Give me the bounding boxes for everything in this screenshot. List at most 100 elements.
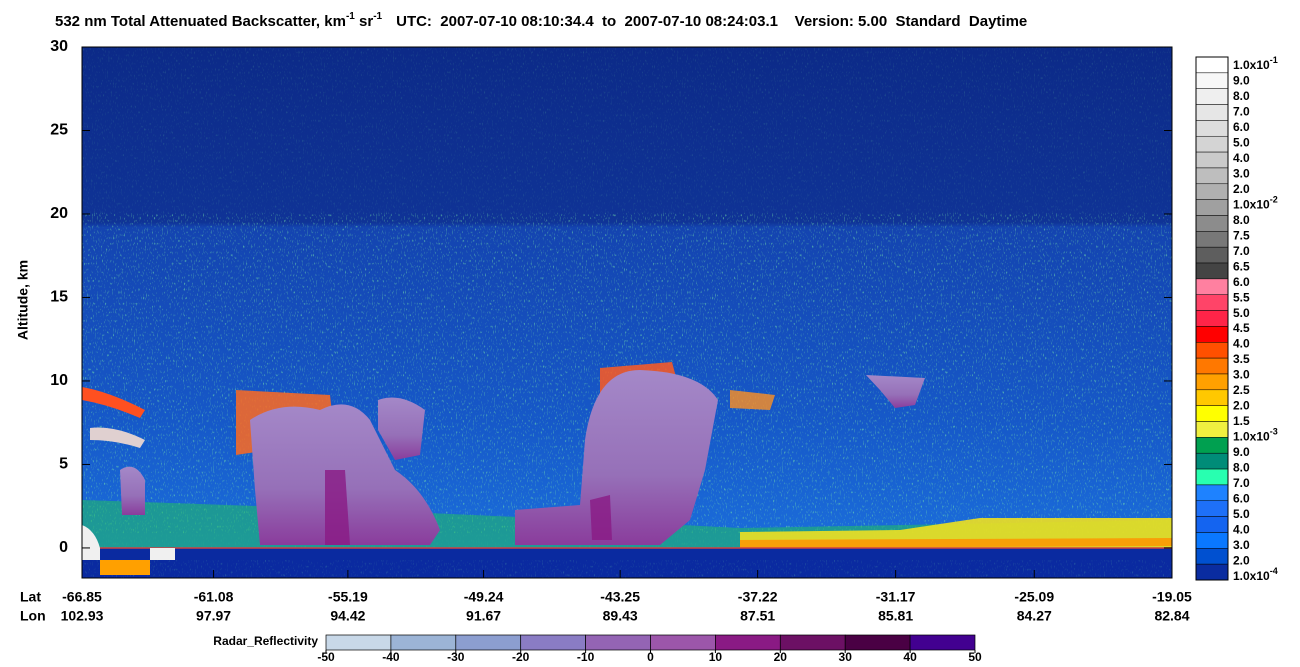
radar-colorbar-segment xyxy=(455,634,522,651)
colorbar-segment xyxy=(1195,231,1229,248)
colorbar-label: 4.0 xyxy=(1233,523,1250,537)
radar-colorbar-tick-label: -20 xyxy=(512,650,530,664)
colorbar-segment xyxy=(1195,452,1229,470)
colorbar-label-text: 5.0 xyxy=(1233,136,1250,150)
title-part: sr xyxy=(355,13,374,30)
colorbar-segment xyxy=(1195,437,1229,454)
noise xyxy=(82,560,1172,578)
radar-cloud xyxy=(120,466,145,515)
colorbar-segment xyxy=(1195,326,1229,343)
x-tick-label: -66.85 xyxy=(62,589,102,605)
colorbar-segment xyxy=(1195,532,1229,549)
colorbar-label-text: 6.0 xyxy=(1233,120,1250,134)
colorbar-segment xyxy=(1195,167,1229,185)
colorbar-label: 8.0 xyxy=(1233,213,1250,227)
colorbar-label-text: 7.5 xyxy=(1233,229,1250,243)
colorbar-label: 7.5 xyxy=(1233,229,1250,243)
plot-frame xyxy=(81,46,1173,579)
colorbar-label-text: 1.5 xyxy=(1233,414,1250,428)
colorbar-segment xyxy=(1195,357,1229,375)
colorbar-label: 3.0 xyxy=(1233,538,1250,552)
colorbar-segment xyxy=(1195,310,1229,327)
radar-core xyxy=(325,470,350,545)
colorbar-label-text: 2.5 xyxy=(1233,383,1250,397)
radar-colorbar-tick-label: 30 xyxy=(839,650,853,664)
colorbar-label: 7.0 xyxy=(1233,476,1250,490)
y-tick-label: 25 xyxy=(50,122,68,139)
x-tick-label: -61.08 xyxy=(194,589,234,605)
colorbar-label-text: 5.5 xyxy=(1233,290,1250,304)
colorbar-segment xyxy=(1195,342,1229,359)
colorbar-label-exponent: -4 xyxy=(1270,566,1278,576)
colorbar-label: 9.0 xyxy=(1233,74,1250,88)
y-tick-label: 5 xyxy=(59,456,68,473)
colorbar-label-text: 8.0 xyxy=(1233,213,1250,227)
radar-colorbar-segment xyxy=(390,634,457,651)
radar-colorbar-segment xyxy=(909,634,976,651)
x-tick-label: -43.25 xyxy=(600,589,640,605)
colorbar-segment xyxy=(1195,484,1229,502)
radar-colorbar-segment xyxy=(779,634,846,651)
colorbar-label: 4.0 xyxy=(1233,151,1250,165)
colorbar-label-text: 2.0 xyxy=(1233,399,1250,413)
colorbar-segment xyxy=(1195,104,1229,121)
lon-label: 97.97 xyxy=(196,608,231,624)
colorbar-segment xyxy=(1195,88,1229,105)
lon-label: 82.84 xyxy=(1154,608,1189,624)
colorbar-segment xyxy=(1195,120,1229,137)
lon-label: 94.42 xyxy=(330,608,365,624)
radar-colorbar-tick-label: -40 xyxy=(382,650,400,664)
colorbar-segment xyxy=(1195,72,1229,89)
radar-core xyxy=(590,495,612,540)
lon-label: 102.93 xyxy=(61,608,104,624)
colorbar-label: 6.0 xyxy=(1233,120,1250,134)
x-tick-label: -37.22 xyxy=(738,589,778,605)
x-row-label: Lat xyxy=(20,589,41,605)
lon-label: 89.43 xyxy=(603,608,638,624)
colorbar-segment xyxy=(1195,278,1229,295)
colorbar-label-text: 7.0 xyxy=(1233,105,1250,119)
colorbar-label-text: 8.0 xyxy=(1233,89,1250,103)
lon-label: 87.51 xyxy=(740,608,775,624)
colorbar-segment xyxy=(1195,563,1229,581)
colorbar-label-text: 2.0 xyxy=(1233,554,1250,568)
colorbar-label: 6.0 xyxy=(1233,275,1250,289)
colorbar-label: 2.0 xyxy=(1233,399,1250,413)
colorbar-segment xyxy=(1195,468,1229,486)
colorbar-label-text: 1.0x10 xyxy=(1233,569,1270,583)
colorbar-segment xyxy=(1195,294,1229,311)
colorbar-segment xyxy=(1195,56,1229,74)
radar-colorbar-tick-label: 20 xyxy=(774,650,788,664)
colorbar-label-text: 6.5 xyxy=(1233,259,1250,273)
colorbar-label-text: 9.0 xyxy=(1233,445,1250,459)
colorbar-label: 5.0 xyxy=(1233,507,1250,521)
curtain-image xyxy=(82,47,1172,578)
colorbar-label-text: 3.5 xyxy=(1233,352,1250,366)
y-tick-label: 20 xyxy=(50,205,68,222)
x-tick-label: -19.05 xyxy=(1152,589,1192,605)
title-part: 532 nm Total Attenuated Backscatter, km xyxy=(55,13,346,30)
colorbar-segment xyxy=(1195,516,1229,533)
colorbar-label-text: 4.0 xyxy=(1233,337,1250,351)
colorbar-label-text: 4.0 xyxy=(1233,151,1250,165)
colorbar-label: 1.0x10-2 xyxy=(1233,195,1278,212)
lon-label: 84.27 xyxy=(1017,608,1052,624)
colorbar-label: 8.0 xyxy=(1233,461,1250,475)
cloud-top xyxy=(82,387,145,418)
colorbar-segment xyxy=(1195,500,1229,517)
colorbar-segment xyxy=(1195,548,1229,565)
radar-colorbar-tick-label: -30 xyxy=(447,650,465,664)
colorbar-label: 2.0 xyxy=(1233,554,1250,568)
title-superscript: -1 xyxy=(346,11,355,22)
colorbar-segment xyxy=(1195,135,1229,153)
y-tick-label: 10 xyxy=(50,372,68,389)
colorbar-label-exponent: -2 xyxy=(1270,195,1278,205)
colorbar-label: 7.0 xyxy=(1233,105,1250,119)
colorbar-label: 2.5 xyxy=(1233,383,1250,397)
colorbar-segment xyxy=(1195,389,1229,406)
y-tick-label: 0 xyxy=(59,539,68,556)
x-tick-label: -49.24 xyxy=(464,589,504,605)
colorbar-label: 2.0 xyxy=(1233,182,1250,196)
colorbar-label: 5.0 xyxy=(1233,136,1250,150)
colorbar-label-text: 4.0 xyxy=(1233,523,1250,537)
